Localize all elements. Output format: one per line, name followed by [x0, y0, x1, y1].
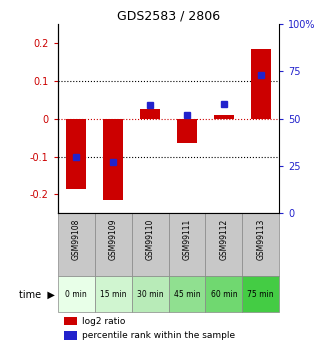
Title: GDS2583 / 2806: GDS2583 / 2806 — [117, 10, 220, 23]
Text: GSM99110: GSM99110 — [145, 218, 155, 260]
Text: 75 min: 75 min — [247, 290, 274, 299]
Text: GSM99108: GSM99108 — [72, 218, 81, 260]
Text: 60 min: 60 min — [211, 290, 237, 299]
Text: 0 min: 0 min — [65, 290, 87, 299]
Bar — [65, 331, 77, 340]
Text: GSM99112: GSM99112 — [219, 218, 229, 259]
Text: GSM99109: GSM99109 — [108, 218, 118, 260]
Bar — [242, 213, 279, 276]
Bar — [58, 213, 95, 276]
Text: log2 ratio: log2 ratio — [82, 317, 126, 326]
Text: percentile rank within the sample: percentile rank within the sample — [82, 331, 235, 340]
Bar — [103, 119, 123, 200]
Text: 30 min: 30 min — [137, 290, 163, 299]
Bar — [251, 49, 271, 119]
Bar — [95, 276, 132, 312]
Bar — [95, 213, 132, 276]
Bar — [132, 213, 169, 276]
Bar — [66, 119, 86, 189]
Bar — [140, 109, 160, 119]
Bar — [169, 276, 205, 312]
Bar — [169, 213, 205, 276]
Text: time  ▶: time ▶ — [19, 289, 55, 299]
Bar — [205, 276, 242, 312]
Text: 15 min: 15 min — [100, 290, 126, 299]
Bar — [65, 317, 77, 325]
Bar — [214, 115, 234, 119]
Bar — [177, 119, 197, 143]
Text: 45 min: 45 min — [174, 290, 200, 299]
Text: GSM99111: GSM99111 — [182, 218, 192, 259]
Bar — [242, 276, 279, 312]
Bar — [205, 213, 242, 276]
Bar — [58, 276, 95, 312]
Text: GSM99113: GSM99113 — [256, 218, 265, 260]
Bar — [132, 276, 169, 312]
